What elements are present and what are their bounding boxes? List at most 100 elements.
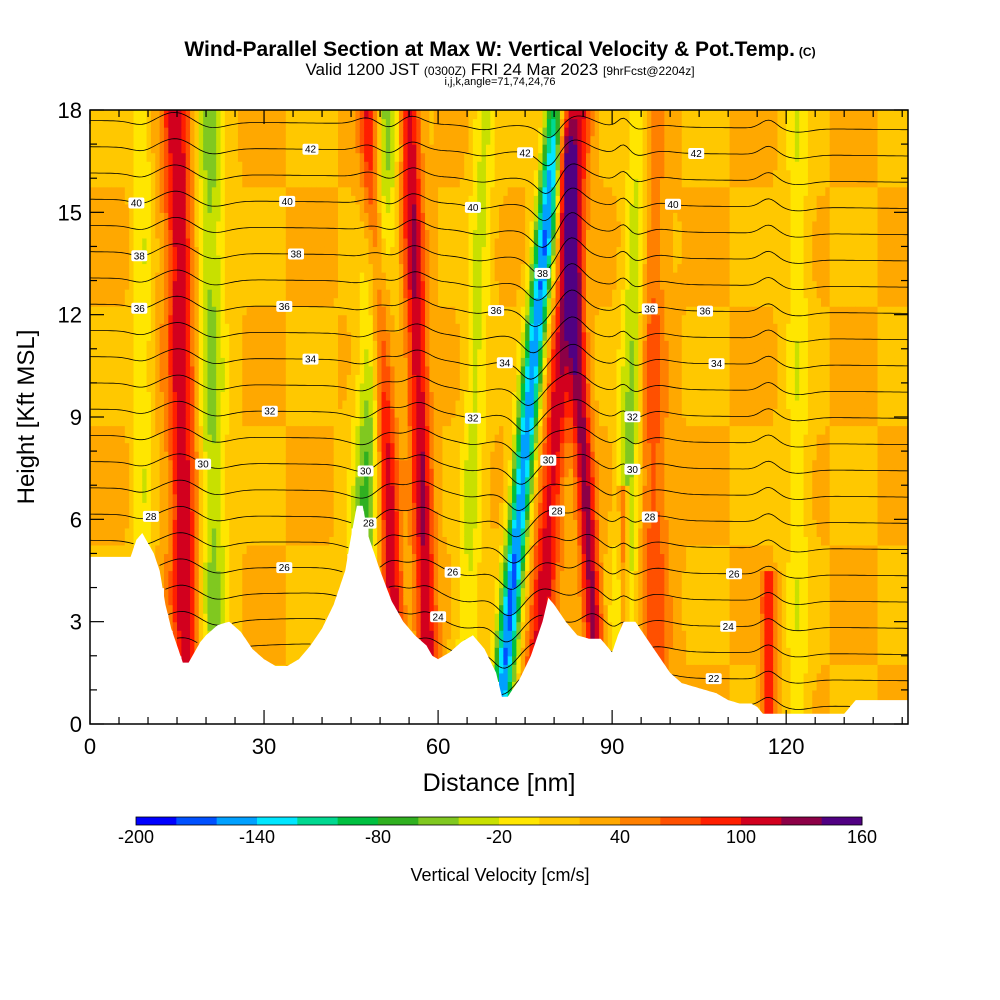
velocity-cell [185,391,191,401]
velocity-cell [298,638,304,648]
velocity-cell [294,289,300,299]
velocity-cell [320,587,326,597]
velocity-cell [159,425,165,435]
velocity-cell [385,263,391,273]
velocity-cell [181,510,187,520]
velocity-cell [224,135,230,145]
velocity-cell [385,144,391,154]
velocity-cell [194,263,200,273]
velocity-cell [329,459,335,469]
velocity-cell [272,621,278,631]
velocity-cell [155,527,161,537]
velocity-cell [346,110,352,120]
velocity-cell [237,220,243,230]
velocity-cell [368,254,374,265]
velocity-cell [351,510,357,520]
velocity-cell [407,425,413,435]
velocity-cell [259,647,265,657]
velocity-cell [329,152,335,162]
velocity-cell [351,323,357,333]
velocity-cell [246,127,252,137]
velocity-cell [411,152,417,162]
velocity-cell [181,357,187,367]
velocity-cell [94,357,100,367]
velocity-cell [411,348,417,358]
velocity-cell [390,348,396,358]
velocity-cell [420,510,426,520]
velocity-cell [246,280,252,290]
velocity-cell [246,417,252,427]
velocity-cell [233,323,239,333]
velocity-cell [303,527,309,537]
velocity-cell [124,510,130,520]
velocity-cell [120,425,126,435]
velocity-cell [207,425,213,435]
velocity-cell [137,417,143,427]
velocity-cell [142,135,148,145]
velocity-cell [411,357,417,367]
velocity-cell [446,229,452,239]
velocity-cell [338,280,343,290]
velocity-cell [416,561,422,572]
velocity-cell [259,169,265,179]
velocity-cell [277,604,283,614]
velocity-cell [150,417,156,427]
velocity-cell [320,391,326,401]
velocity-cell [342,127,348,137]
velocity-cell [398,203,404,213]
velocity-cell [438,323,444,333]
velocity-cell [390,417,396,427]
velocity-cell [377,502,383,512]
velocity-cell [446,348,452,358]
velocity-cell [207,357,213,367]
velocity-cell [163,544,169,555]
velocity-cell [207,135,213,145]
velocity-cell [172,459,178,469]
velocity-cell [390,365,396,375]
velocity-cell [333,254,339,265]
velocity-cell [224,604,230,614]
velocity-cell [416,544,422,555]
velocity-cell [390,357,396,367]
velocity-cell [394,340,400,350]
velocity-cell [155,229,161,239]
velocity-cell [220,229,226,239]
velocity-cell [433,340,439,350]
velocity-cell [124,323,130,333]
velocity-cell [216,161,222,171]
velocity-cell [425,135,430,145]
velocity-cell [150,152,156,162]
velocity-cell [359,118,365,128]
velocity-cell [220,442,226,452]
velocity-cell [163,527,169,537]
velocity-cell [190,195,196,205]
velocity-cell [277,425,283,435]
velocity-cell [120,229,126,239]
velocity-cell [311,254,317,265]
velocity-cell [359,127,365,137]
velocity-cell [124,374,130,384]
velocity-cell [316,536,322,546]
velocity-cell [320,417,326,427]
velocity-cell [159,127,165,137]
velocity-cell [211,425,217,435]
velocity-cell [137,459,143,469]
velocity-cell [98,152,104,162]
velocity-cell [298,110,304,120]
velocity-cell [281,220,287,230]
velocity-cell [229,144,235,154]
velocity-cell [303,638,309,648]
velocity-cell [168,348,174,358]
velocity-cell [172,434,178,444]
velocity-cell [181,570,187,580]
velocity-cell [346,451,352,461]
velocity-cell [368,331,374,341]
velocity-cell [250,596,256,606]
velocity-cell [324,579,330,589]
velocity-cell [429,280,435,290]
velocity-cell [329,297,335,307]
velocity-cell [137,365,143,375]
velocity-cell [290,254,296,265]
velocity-cell [316,391,322,401]
velocity-cell [320,451,326,461]
